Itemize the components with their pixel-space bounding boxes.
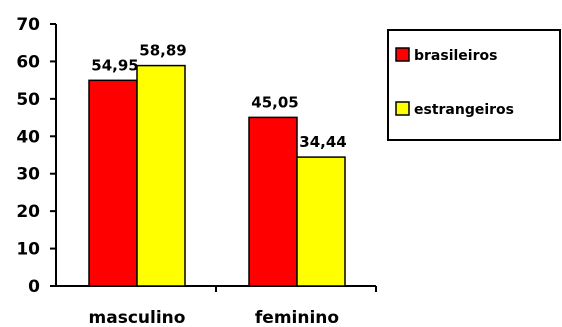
y-tick-label: 40 [16,127,40,147]
bar-estrangeiros-feminino [296,156,346,287]
x-category-label: masculino [89,308,186,327]
legend-swatch-brasileiros [395,47,410,62]
legend-label-estrangeiros: estrangeiros [414,102,514,118]
y-tick-label: 50 [16,90,40,110]
bar-brasileiros-masculino [88,79,138,287]
x-category-label: feminino [255,308,339,327]
data-label-brasileiros-masculino: 54,95 [91,56,138,74]
y-tick-label: 30 [16,165,40,185]
legend-swatch-estrangeiros [395,101,410,116]
y-tick-label: 70 [16,15,40,35]
y-tick-label: 10 [16,240,40,260]
y-tick-label: 60 [16,52,40,72]
legend-box [387,29,561,141]
bar-estrangeiros-masculino [136,64,186,287]
bar-brasileiros-feminino [248,116,298,287]
y-tick-label: 0 [28,277,40,297]
y-tick-label: 20 [16,202,40,222]
data-label-estrangeiros-feminino: 34,44 [299,133,346,151]
data-label-estrangeiros-masculino: 58,89 [139,42,186,60]
data-label-brasileiros-feminino: 45,05 [251,93,298,111]
legend-label-brasileiros: brasileiros [414,48,497,64]
